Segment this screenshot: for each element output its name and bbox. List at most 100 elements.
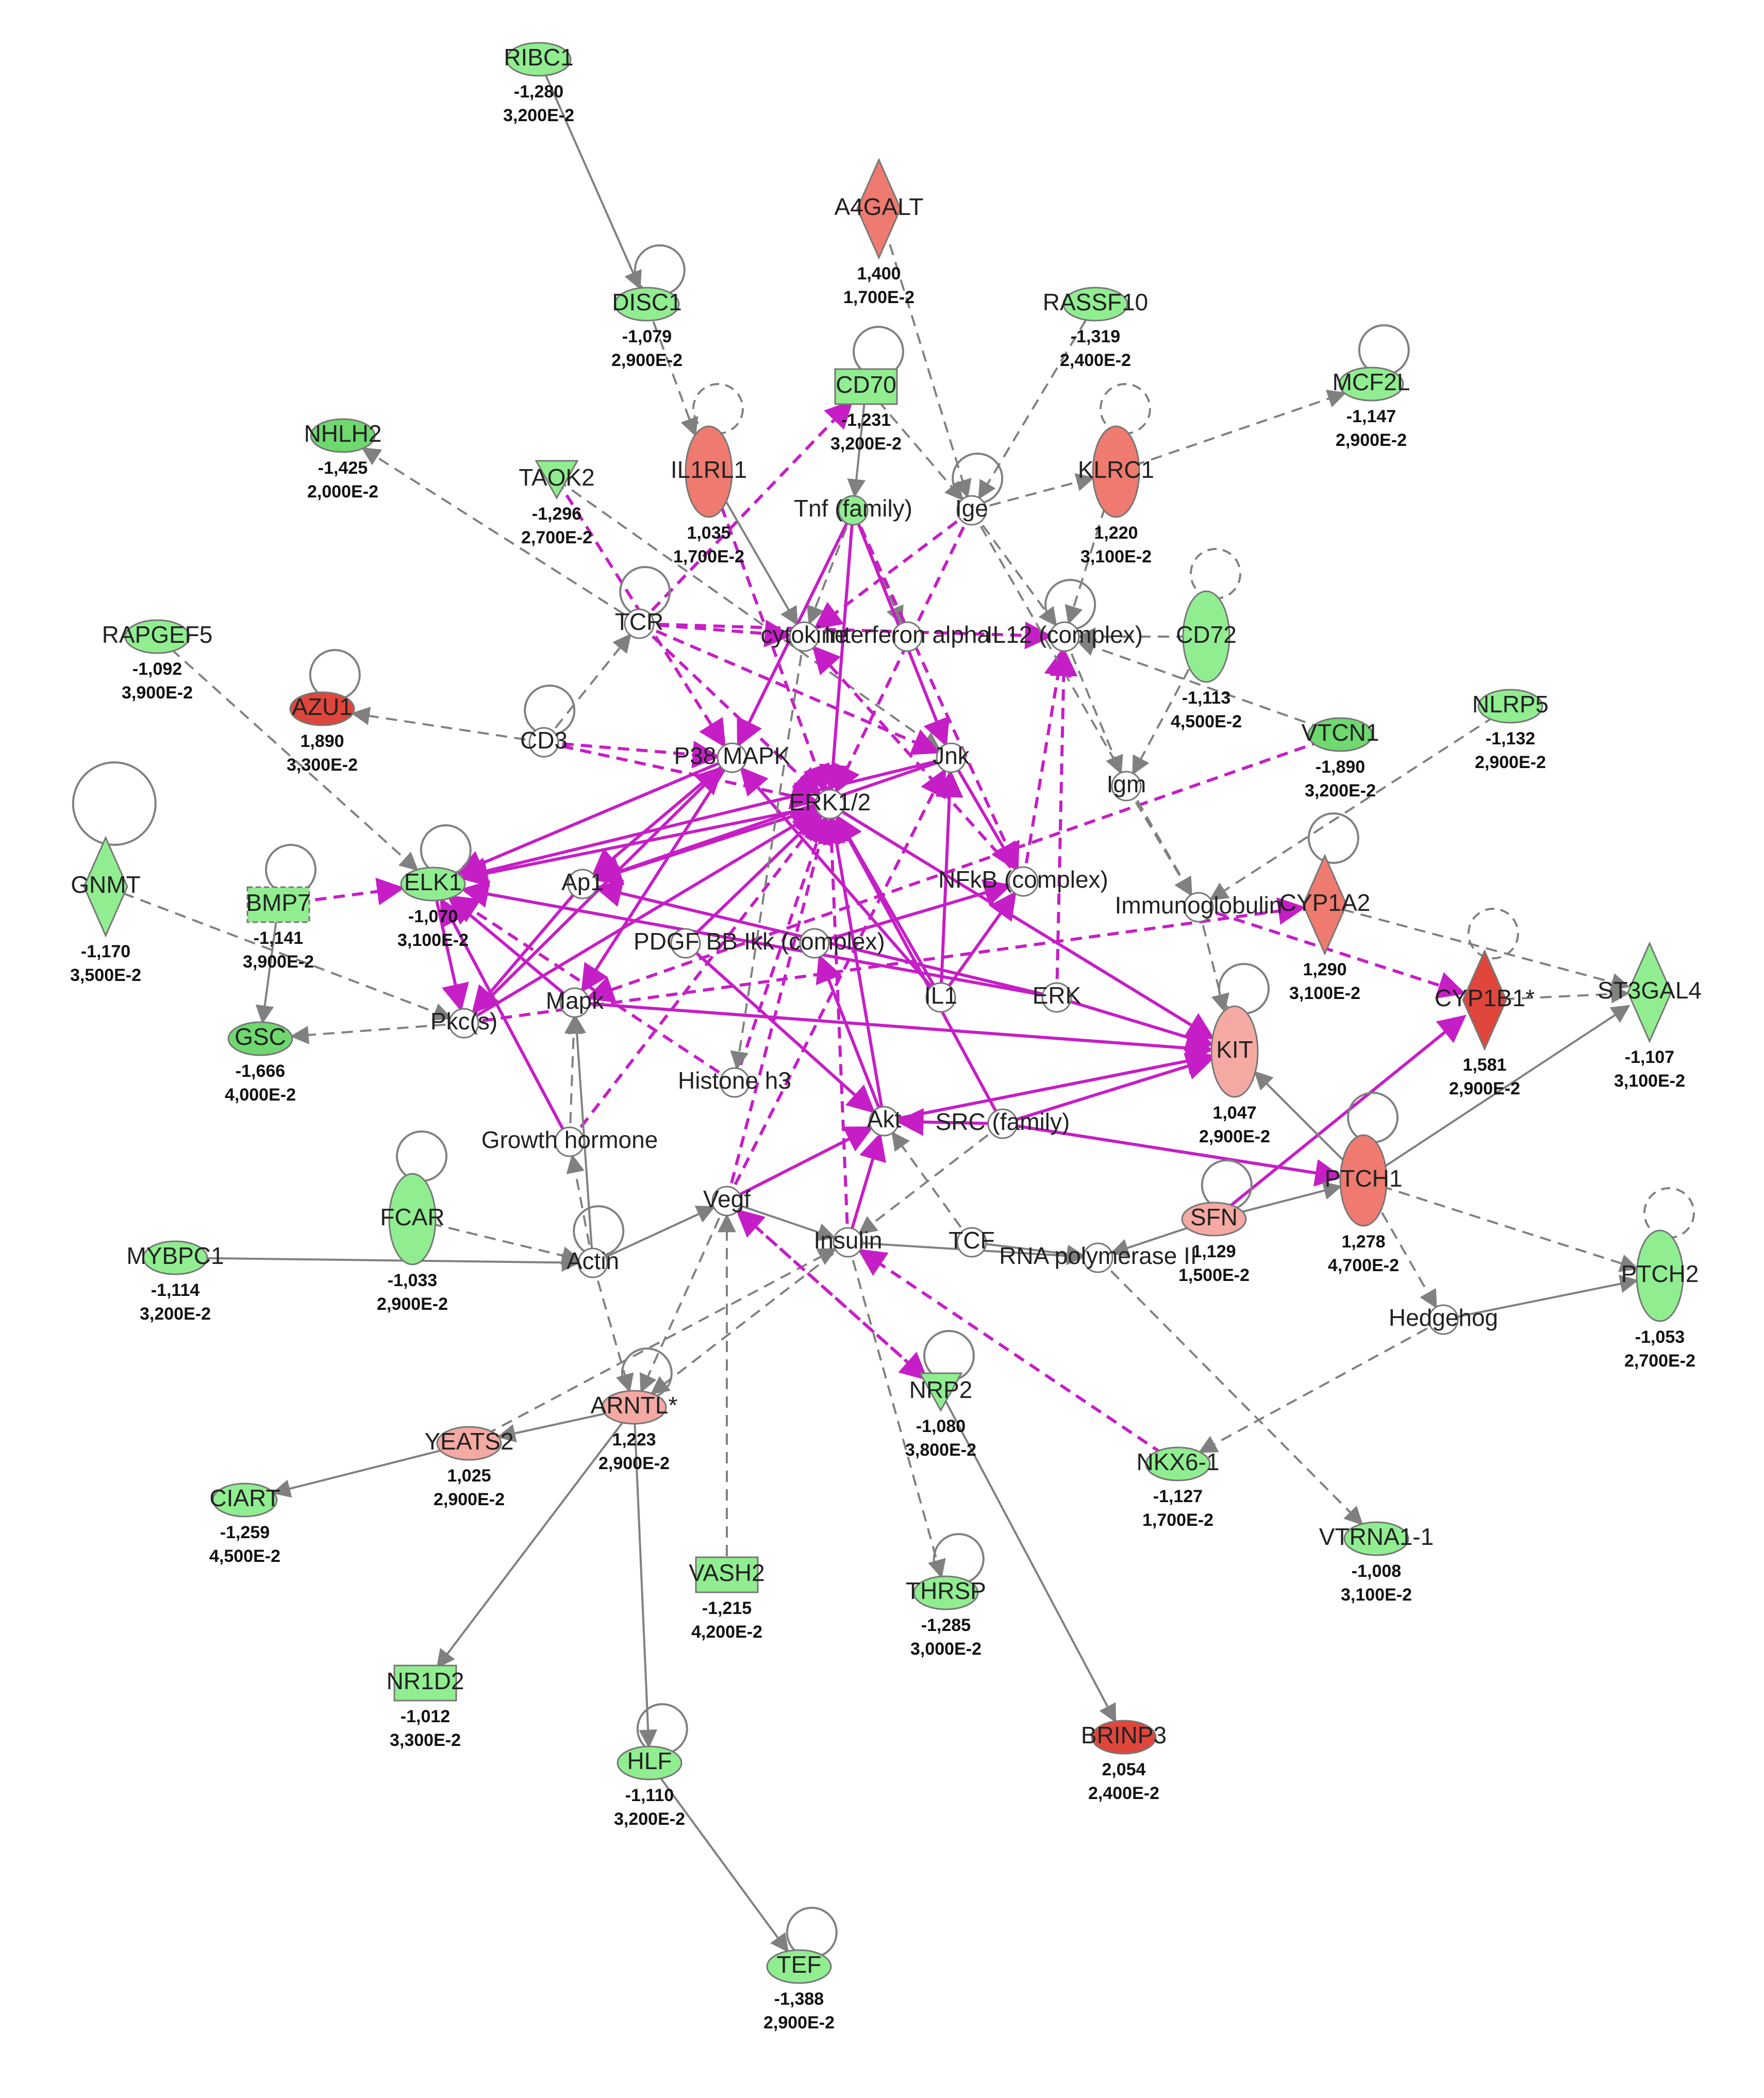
node-GSC[interactable]: GSC -1,666 4,000E-2 [225,1021,296,1105]
node-shape-Ikk [799,928,830,959]
node-AZU1[interactable]: AZU1 1,890 3,300E-2 [287,691,358,775]
node-CD72[interactable]: CD72 -1,113 4,500E-2 [1171,590,1242,731]
node-VTCN1[interactable]: VTCN1 -1,890 3,200E-2 [1302,717,1379,801]
node-label-VTRNA11: VTRNA1-1 [1319,1523,1434,1550]
node-label-Actin: Actin [567,1247,619,1274]
node-CYP1A2[interactable]: CYP1A2 1,290 3,100E-2 [1279,854,1370,1003]
node-PTCH1[interactable]: PTCH1 1,278 4,700E-2 [1325,1134,1403,1275]
node-shape-THRSP [913,1575,979,1610]
node-A4GALT[interactable]: A4GALT 1,400 1,700E-2 [835,158,924,307]
node-SRC[interactable]: SRC (family) [936,1108,1070,1139]
node-label-Ige: Ige [955,495,988,522]
node-fold-change-YEATS2: 1,025 [447,1466,491,1486]
node-SFN[interactable]: SFN 1,129 1,500E-2 [1178,1202,1250,1285]
node-label-FCAR: FCAR [380,1204,444,1230]
node-Ikk[interactable]: Ikk (complex) [744,928,885,959]
node-Akt[interactable]: Akt [867,1106,902,1137]
node-HLF[interactable]: HLF -1,110 3,200E-2 [614,1745,685,1829]
node-fold-change-GSC: -1,666 [236,1061,285,1081]
node-ERK[interactable]: ERK [1033,982,1081,1013]
node-Mapk[interactable]: Mapk [546,987,604,1018]
node-NR1D2[interactable]: NR1D2 -1,012 3,300E-2 [387,1664,464,1750]
node-NRP2[interactable]: NRP2 -1,080 3,800E-2 [905,1372,976,1460]
node-RASSF10[interactable]: RASSF10 -1,319 2,400E-2 [1043,287,1149,370]
node-MCF2L[interactable]: MCF2L -1,147 2,900E-2 [1333,367,1410,450]
node-shape-NHLH2 [310,418,376,453]
node-Jnk[interactable]: Jnk [933,742,970,773]
node-MYBPC1[interactable]: MYBPC1 -1,114 3,200E-2 [126,1240,224,1324]
node-CD3[interactable]: CD3 [520,727,568,758]
node-NKX61[interactable]: NKX6-1 -1,127 1,700E-2 [1136,1446,1220,1530]
node-GH[interactable]: Growth hormone [481,1126,658,1157]
node-label-TEF: TEF [777,1951,822,1978]
node-IL12[interactable]: IL12 (complex) [986,621,1143,652]
edge-NRP2-to-BRINP3 [940,1391,1117,1723]
node-label-Akt: Akt [867,1106,902,1133]
node-TCF[interactable]: TCF [948,1227,995,1258]
node-BMP7[interactable]: BMP7 -1,141 3,900E-2 [243,886,314,972]
node-p-value-IL1RL1: 1,700E-2 [673,547,744,567]
node-PDGFBB[interactable]: PDGF BB [634,928,738,959]
node-Ige[interactable]: Ige [955,495,988,526]
node-ST3GAL4[interactable]: ST3GAL4 -1,107 3,100E-2 [1597,941,1702,1091]
node-NHLH2[interactable]: NHLH2 -1,425 2,000E-2 [304,418,382,502]
node-NLRP5[interactable]: NLRP5 -1,132 2,900E-2 [1472,689,1549,772]
node-ELK1[interactable]: ELK1 -1,070 3,100E-2 [397,867,469,950]
node-BRINP3[interactable]: BRINP3 2,054 2,400E-2 [1081,1720,1167,1803]
node-RIBC1[interactable]: RIBC1 -1,280 3,200E-2 [503,42,574,125]
node-fold-change-BRINP3: 2,054 [1102,1760,1145,1779]
edge-Pkc-to-P38 [462,765,724,1025]
node-TCR[interactable]: TCR [615,608,664,639]
edge-Actin-to-Vegf [592,1205,715,1264]
node-VASH2[interactable]: VASH2 -1,215 4,200E-2 [689,1556,765,1642]
node-cytokine[interactable]: cytokine [761,621,848,652]
node-TAOK2[interactable]: TAOK2 -1,296 2,700E-2 [519,460,595,547]
node-YEATS2[interactable]: YEATS2 1,025 2,900E-2 [425,1426,514,1509]
node-RAPGEF5[interactable]: RAPGEF5 -1,092 3,900E-2 [102,619,213,703]
node-Actin[interactable]: Actin [567,1247,619,1278]
node-label-GSC: GSC [235,1023,286,1050]
node-Histone[interactable]: Histone h3 [678,1067,791,1098]
node-THRSP[interactable]: THRSP -1,285 3,000E-2 [906,1575,986,1659]
node-CIART[interactable]: CIART -1,259 4,500E-2 [209,1483,280,1566]
node-ARNTL[interactable]: ARNTL* 1,223 2,900E-2 [591,1390,678,1473]
edge-Histone-to-ELK1 [450,895,736,1084]
node-IL1[interactable]: IL1 [924,982,957,1013]
node-Insulin[interactable]: Insulin [814,1227,883,1258]
node-P38[interactable]: P38 MAPK [674,742,790,773]
node-ERK12[interactable]: ERK1/2 [789,789,871,820]
node-IFNa[interactable]: Interferon alpha [824,621,991,652]
edge-KLRC1-to-MCF2L [1116,390,1346,473]
node-label-NR1D2: NR1D2 [387,1668,464,1694]
node-label-IFNa: Interferon alpha [824,621,991,648]
edge-Pkc-to-CYP1A2 [463,897,1306,1025]
node-shape-Ige [956,495,987,526]
node-Vegf[interactable]: Vegf [703,1186,751,1217]
node-Tnf[interactable]: Tnf (family) [794,495,912,526]
node-label-NRP2: NRP2 [909,1376,973,1403]
node-NFkB[interactable]: NFkB (complex) [938,866,1108,897]
node-shape-Actin [577,1247,608,1278]
node-GNMT[interactable]: GNMT -1,170 3,500E-2 [70,836,141,985]
node-CD70[interactable]: CD70 -1,231 3,200E-2 [830,368,902,454]
node-Immunoglobulin[interactable]: Immunoglobulin [1115,892,1283,923]
node-Ap1[interactable]: Ap1 [561,869,604,900]
node-Hedgehog[interactable]: Hedgehog [1389,1304,1498,1335]
node-KLRC1[interactable]: KLRC1 1,220 3,100E-2 [1078,425,1154,567]
node-Pkc[interactable]: Pkc(s) [430,1008,497,1039]
node-p-value-NKX61: 1,700E-2 [1142,1510,1213,1530]
node-PTCH2[interactable]: PTCH2 -1,053 2,700E-2 [1621,1229,1699,1371]
edge-ARNTL-to-HLF [633,1407,658,1749]
node-TEF[interactable]: TEF -1,388 2,900E-2 [763,1949,835,2033]
node-DISC1[interactable]: DISC1 -1,079 2,900E-2 [611,287,683,370]
node-FCAR[interactable]: FCAR -1,033 2,900E-2 [377,1173,448,1314]
node-RNAP[interactable]: RNA polymerase II [999,1242,1197,1273]
node-CYP1B1[interactable]: CYP1B1* 1,581 2,900E-2 [1435,949,1535,1098]
node-Igm[interactable]: Igm [1107,771,1146,802]
node-VTRNA11[interactable]: VTRNA1-1 -1,008 3,100E-2 [1319,1521,1434,1605]
node-p-value-A4GALT: 1,700E-2 [843,288,914,307]
node-IL1RL1[interactable]: IL1RL1 1,035 1,700E-2 [671,425,747,567]
node-p-value-RIBC1: 3,200E-2 [503,106,574,125]
node-KIT[interactable]: KIT 1,047 2,900E-2 [1199,1005,1270,1146]
